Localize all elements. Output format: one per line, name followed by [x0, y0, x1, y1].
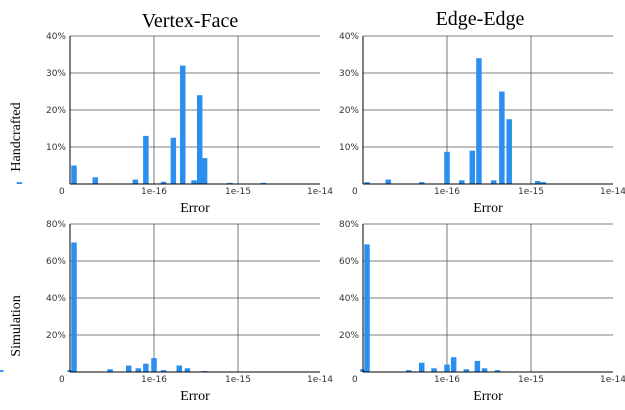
histogram-bar [499, 91, 505, 184]
histogram-bar [444, 364, 450, 372]
histogram-bar [132, 179, 139, 184]
row-label-simulation: Simulation [9, 295, 24, 356]
x-tick-label: 1e-15 [225, 375, 251, 385]
y-tick-label: 20% [46, 331, 66, 341]
x-tick-label: 1e-15 [518, 187, 544, 197]
histogram-bar [71, 165, 77, 184]
histogram-bar [506, 119, 512, 184]
histogram-bar [364, 182, 370, 184]
histogram-bar [170, 137, 177, 184]
y-tick-label: 10% [46, 143, 66, 153]
x-tick-label: 1e-16 [434, 375, 460, 385]
histogram-bar [494, 370, 501, 372]
x-tick-label: 1e-15 [518, 375, 544, 385]
histogram-bar [143, 363, 149, 372]
y-tick-label: 20% [46, 106, 66, 116]
histogram-bar [71, 242, 77, 372]
histogram-panel-4: 20% 40% 60% 80% 0 1e-16 1e-15 1e-14 Error [339, 220, 625, 404]
histogram-bar [444, 151, 450, 184]
histogram-bar [450, 357, 457, 372]
histogram-bar [534, 181, 541, 184]
histogram-bar [201, 158, 208, 184]
histogram-bar [184, 368, 191, 372]
y-tick-label: 10% [339, 143, 359, 153]
column-title-edge-edge: Edge-Edge [436, 8, 525, 30]
histogram-bar [476, 58, 482, 185]
x-tick-label: 1e-14 [600, 375, 625, 385]
histogram-bar [490, 180, 497, 184]
histogram-bar [364, 244, 370, 372]
histogram-bar [469, 150, 476, 184]
x-tick-label: 1e-14 [600, 187, 625, 197]
histogram-bar [260, 182, 267, 184]
y-tick-label: 40% [339, 294, 359, 304]
histogram-bar [463, 369, 470, 372]
x-tick-label: 1e-16 [141, 375, 167, 385]
y-tick-label: 40% [339, 32, 359, 42]
histogram-bar [191, 180, 197, 184]
histogram-bar [0, 370, 4, 372]
y-tick-label: 60% [339, 257, 359, 267]
histogram-bar [16, 182, 23, 184]
x-axis-label: Error [180, 389, 210, 404]
histogram-bar [418, 182, 425, 184]
histogram-bar [160, 181, 167, 184]
y-tick-label: 30% [339, 69, 359, 79]
y-tick-label: 60% [46, 257, 66, 267]
histogram-bar [196, 95, 203, 184]
x-tick-label: 0 [59, 187, 65, 197]
histogram-bar [125, 365, 132, 372]
y-tick-label: 80% [339, 220, 359, 230]
column-title-vertex-face: Vertex-Face [142, 10, 239, 32]
histogram-bar [385, 179, 392, 184]
y-tick-label: 80% [46, 220, 66, 230]
x-tick-label: 1e-16 [434, 187, 460, 197]
y-tick-label: 20% [339, 331, 359, 341]
x-tick-label: 1e-15 [225, 187, 251, 197]
histogram-bar [459, 180, 465, 184]
x-tick-label: 0 [59, 375, 65, 385]
y-tick-label: 30% [46, 69, 66, 79]
y-tick-label: 20% [339, 106, 359, 116]
histogram-bar [540, 182, 547, 184]
histogram-bar [405, 370, 412, 372]
histogram-bar [151, 358, 157, 372]
x-tick-label: 1e-14 [307, 375, 333, 385]
histogram-bar [481, 368, 488, 372]
row-label-handcrafted: Handcrafted [9, 102, 24, 171]
histogram-bar [418, 362, 425, 372]
histogram-panel-3: 20% 40% 60% 80% 0 1e-16 1e-15 1e-14 Error [0, 220, 333, 404]
histogram-bar [176, 365, 183, 372]
histogram-bar [180, 65, 186, 184]
histogram-bar [160, 370, 167, 372]
histogram-panel-2: 10% 20% 30% 40% 0 1e-16 1e-15 1e-14 Error [339, 32, 625, 216]
histogram-bar [227, 182, 233, 184]
histogram-bar [135, 368, 142, 372]
histogram-bar [143, 135, 149, 184]
histogram-bar [107, 369, 113, 372]
histogram-bar [92, 177, 99, 184]
histogram-bar [474, 360, 481, 372]
x-axis-label: Error [473, 201, 503, 216]
x-tick-label: 0 [352, 375, 358, 385]
x-tick-label: 1e-14 [307, 187, 333, 197]
x-tick-label: 1e-16 [141, 187, 167, 197]
y-tick-label: 40% [46, 32, 66, 42]
x-axis-label: Error [473, 389, 503, 404]
histogram-panel-1: 10% 20% 30% 40% 0 1e-16 1e-15 1e-14 Error [16, 32, 333, 216]
histogram-bar [431, 368, 437, 372]
x-tick-label: 0 [352, 187, 358, 197]
y-tick-label: 40% [46, 294, 66, 304]
x-axis-label: Error [180, 201, 210, 216]
